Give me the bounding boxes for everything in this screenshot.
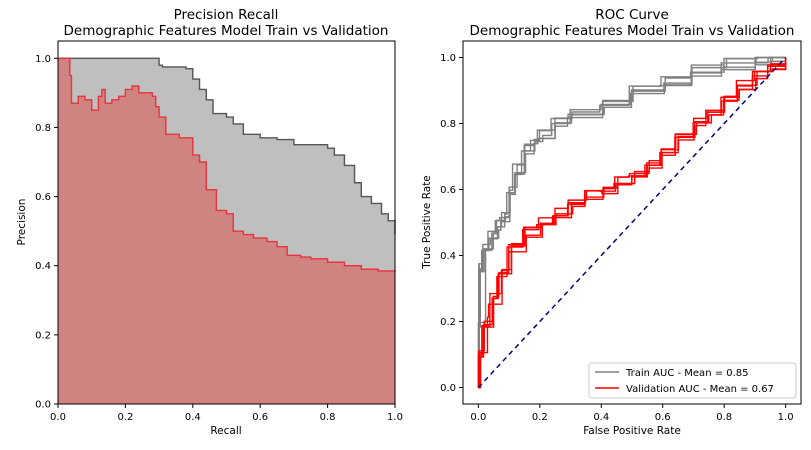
x-tick-label: 0.4 xyxy=(185,412,201,423)
roc-axes-frame xyxy=(462,40,802,405)
legend-box xyxy=(588,362,797,399)
validation-roc-curve xyxy=(477,57,787,389)
x-tick-label: 0.6 xyxy=(252,412,268,423)
pr-plot-area xyxy=(58,57,396,405)
validation-roc-curve xyxy=(478,57,787,389)
train-roc-curve xyxy=(478,56,787,389)
validation-pr-area xyxy=(58,58,395,405)
legend-validation-label: Validation AUC - Mean = 0.67 xyxy=(626,384,774,395)
x-tick-label: 0.0 xyxy=(470,412,486,423)
roc-title: ROC Curve xyxy=(595,7,669,23)
roc-xlabel: False Positive Rate xyxy=(583,425,681,437)
y-tick-label: 0.4 xyxy=(440,251,456,262)
roc-plot-area xyxy=(477,56,787,389)
y-tick-label: 0.0 xyxy=(440,383,456,394)
pr-ticks: 0.0 0.2 0.4 0.6 0.8 1.0 0.0 0.2 0.4 0.6 0.8 1.0 xyxy=(35,54,403,423)
x-tick-label: 0.0 xyxy=(50,412,66,423)
y-tick-label: 1.0 xyxy=(35,54,51,65)
pr-ylabel: Precision xyxy=(16,199,28,246)
roc-legend: Train AUC - Mean = 0.85 Validation AUC -… xyxy=(588,362,797,399)
y-tick-label: 0.4 xyxy=(35,261,51,272)
y-tick-label: 0.6 xyxy=(440,185,456,196)
legend-train-label: Train AUC - Mean = 0.85 xyxy=(625,368,749,379)
y-tick-label: 0.2 xyxy=(35,330,51,341)
y-tick-label: 1.0 xyxy=(440,53,456,64)
x-tick-label: 0.2 xyxy=(117,412,133,423)
train-pr-curve xyxy=(58,57,396,235)
roc-ticks: 0.0 0.2 0.4 0.6 0.8 1.0 0.0 0.2 0.4 0.6 0.8 1.0 xyxy=(440,53,793,423)
x-tick-label: 1.0 xyxy=(778,412,794,423)
y-tick-label: 0.0 xyxy=(35,400,51,411)
pr-subtitle: Demographic Features Model Train vs Vali… xyxy=(64,23,389,39)
train-roc-curve xyxy=(478,57,787,389)
chance-diagonal xyxy=(477,56,787,389)
pr-title: Precision Recall xyxy=(174,7,279,23)
x-tick-label: 0.8 xyxy=(320,412,336,423)
x-tick-label: 0.4 xyxy=(593,412,609,423)
x-tick-label: 0.6 xyxy=(655,412,671,423)
pr-axes-frame xyxy=(57,40,396,405)
pr-xlabel: Recall xyxy=(210,425,241,437)
y-tick-label: 0.2 xyxy=(440,317,456,328)
x-tick-label: 0.2 xyxy=(532,412,548,423)
roc-panel: ROC Curve Demographic Features Model Tra… xyxy=(421,7,802,437)
validation-pr-curve xyxy=(58,57,396,273)
y-tick-label: 0.8 xyxy=(35,123,51,134)
y-tick-label: 0.6 xyxy=(35,192,51,203)
roc-subtitle: Demographic Features Model Train vs Vali… xyxy=(470,23,795,39)
x-tick-label: 1.0 xyxy=(387,412,403,423)
pr-panel: Precision Recall Demographic Features Mo… xyxy=(16,7,403,437)
x-tick-label: 0.8 xyxy=(716,412,732,423)
y-tick-label: 0.8 xyxy=(440,119,456,130)
roc-ylabel: True Positive Rate xyxy=(421,175,433,270)
